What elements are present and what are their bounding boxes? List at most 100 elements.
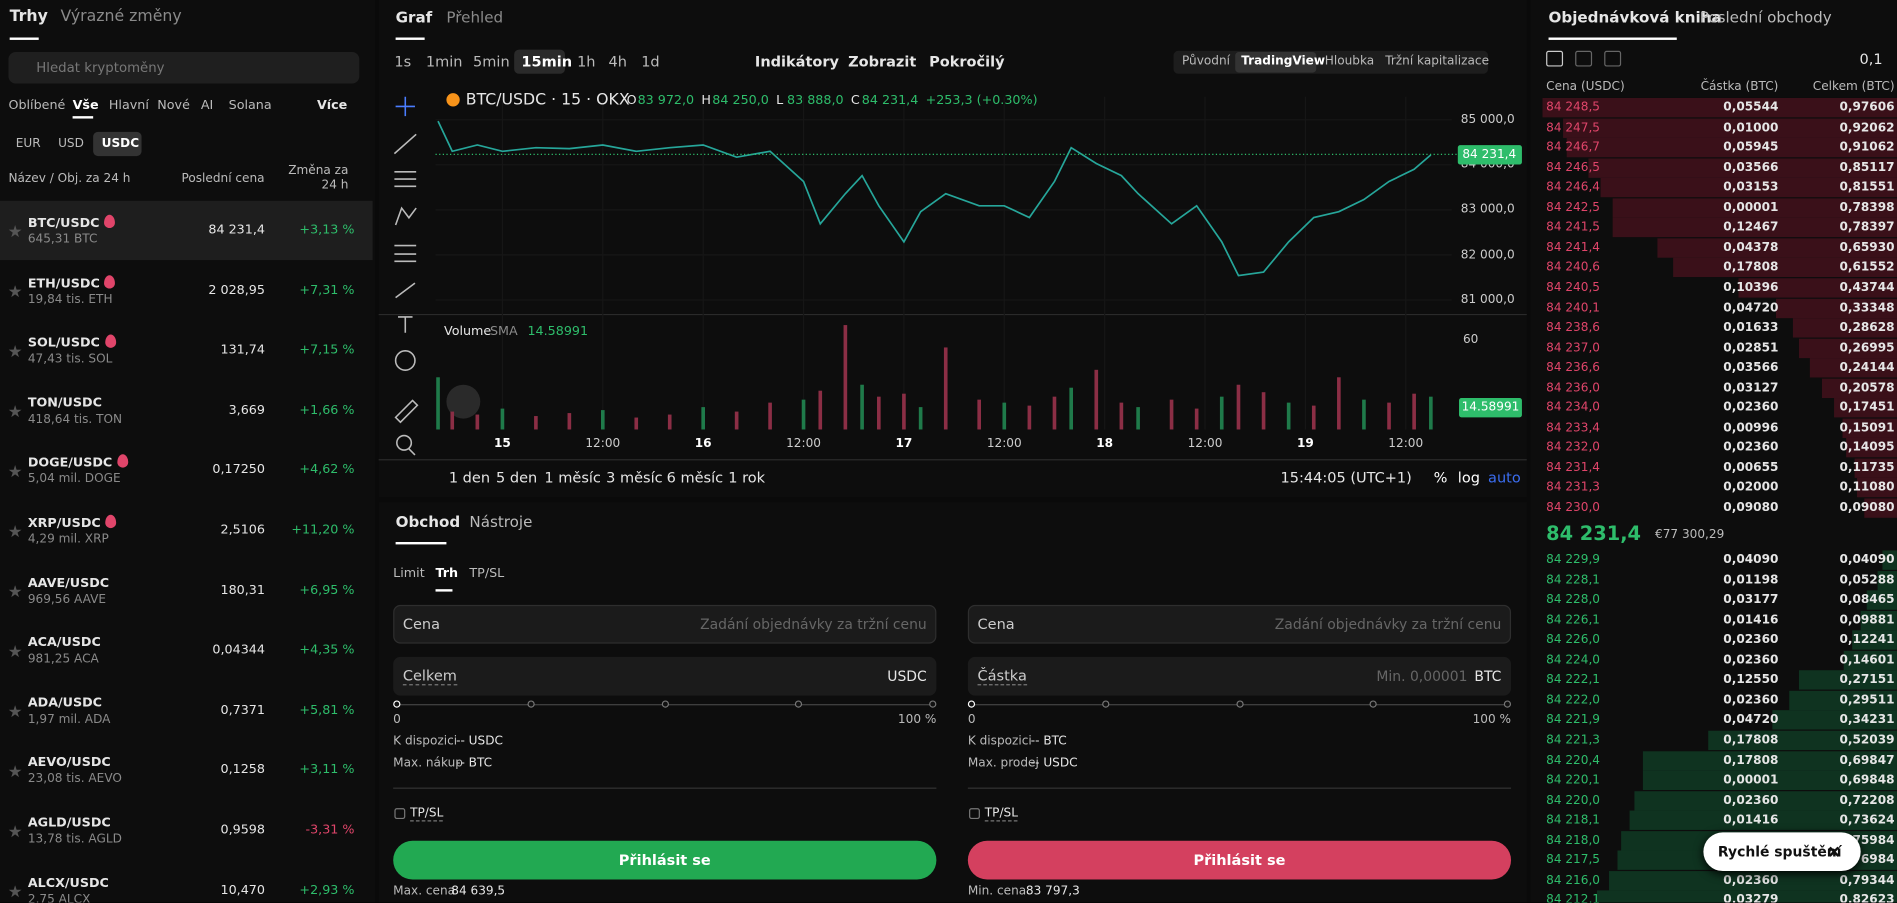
order-type[interactable]: Trh <box>435 566 459 581</box>
login-button[interactable] <box>967 840 1512 880</box>
tab[interactable]: Trhy <box>9 7 48 27</box>
depth-bar <box>1588 158 1897 178</box>
order-type[interactable]: Limit <box>393 566 425 581</box>
volume-bar <box>500 408 505 430</box>
price-input[interactable] <box>393 604 937 644</box>
pair[interactable]: ADA/USDC <box>27 695 103 710</box>
book-amount: 0,04720 <box>1723 713 1779 727</box>
pair[interactable]: XRP/USDC <box>28 514 117 530</box>
scale-option[interactable]: % <box>1433 469 1448 487</box>
filter[interactable]: AI <box>200 97 214 113</box>
interval[interactable]: 4h <box>608 53 627 71</box>
volume-bar <box>450 411 455 430</box>
more[interactable]: Více <box>316 97 348 113</box>
tab[interactable]: Přehled <box>446 7 504 27</box>
button-label[interactable]: Přihlásit se <box>618 851 711 869</box>
divider <box>393 787 937 789</box>
interval[interactable]: 1s <box>394 53 412 71</box>
pair[interactable]: AAVE/USDC <box>27 575 110 590</box>
range[interactable]: 6 měsíc <box>666 469 724 487</box>
interval[interactable]: 1min <box>425 53 463 71</box>
range[interactable]: 1 den <box>448 469 491 487</box>
pair[interactable]: ACA/USDC <box>27 635 101 650</box>
book-price: 84 218,1 <box>1546 813 1600 828</box>
slider-stop[interactable] <box>795 700 803 708</box>
tab[interactable]: Poslední obchody <box>1699 7 1832 27</box>
x-tick-label: 12:00 <box>1187 437 1223 451</box>
pair[interactable]: AEVO/USDC <box>27 755 111 770</box>
range[interactable]: 1 rok <box>728 469 766 487</box>
volume: 4,29 mil. XRP <box>27 532 109 547</box>
view[interactable]: TradingView <box>1241 55 1326 69</box>
view[interactable]: Tržní kapitalizace <box>1385 55 1490 69</box>
view[interactable]: Původní <box>1181 55 1231 69</box>
filter[interactable]: Nové <box>157 97 190 113</box>
range[interactable]: 1 měsíc <box>544 469 601 487</box>
pair[interactable]: SOL/USDC <box>28 334 116 350</box>
tab[interactable]: Nástroje <box>469 512 533 531</box>
scale-option[interactable]: log <box>1457 469 1480 487</box>
book-total: 0,34231 <box>1839 713 1895 727</box>
step[interactable]: 0,1 <box>1859 50 1883 68</box>
slider-stop[interactable] <box>1369 700 1378 708</box>
search-box[interactable] <box>8 52 360 84</box>
slider-stop[interactable] <box>1503 700 1512 708</box>
price: 10,470 <box>220 882 265 898</box>
quote[interactable]: USDC <box>101 137 140 151</box>
interval[interactable]: 5min <box>473 53 510 71</box>
book-amount: 0,00996 <box>1723 421 1779 435</box>
layout-toggle[interactable] <box>1546 50 1564 67</box>
quote[interactable]: USD <box>58 137 84 151</box>
book-amount: 0,17808 <box>1723 733 1779 747</box>
quote[interactable]: EUR <box>15 137 41 151</box>
filter[interactable]: Solana <box>228 97 272 113</box>
toolbar-button[interactable]: Zobrazit <box>848 53 917 71</box>
tab[interactable]: Výrazné změny <box>60 7 182 27</box>
pair[interactable]: DOGE/USDC <box>28 454 128 470</box>
volume-indicator: SMA <box>489 324 518 339</box>
tab[interactable]: Objednávková kniha <box>1548 7 1722 27</box>
price: 3,669 <box>228 402 265 418</box>
slider-stop[interactable] <box>1101 700 1110 708</box>
filter[interactable]: Oblíbené <box>8 97 66 113</box>
view[interactable]: Hloubka <box>1324 55 1375 69</box>
layout-toggle[interactable] <box>1575 50 1593 67</box>
interval[interactable]: 1h <box>577 53 596 71</box>
checkbox[interactable] <box>394 808 406 820</box>
slider-stop[interactable] <box>1235 700 1244 708</box>
price: 2 028,95 <box>208 282 265 298</box>
button-label[interactable]: Přihlásit se <box>1193 851 1286 869</box>
book-price: 84 240,1 <box>1546 301 1600 315</box>
pair[interactable]: BTC/USDC <box>28 214 116 230</box>
slider-max: 100 % <box>1472 713 1512 727</box>
amount-input[interactable] <box>393 656 937 696</box>
scale-option[interactable]: auto <box>1488 469 1521 487</box>
pair[interactable]: AGLD/USDC <box>27 815 111 830</box>
quick-start-label[interactable]: Rychlé spuštění <box>1717 843 1842 861</box>
login-button[interactable] <box>393 840 937 880</box>
filter[interactable]: Hlavní <box>108 97 149 113</box>
slider-stop[interactable] <box>527 700 535 708</box>
slider-stop[interactable] <box>929 700 937 708</box>
slider-stop[interactable] <box>967 700 976 708</box>
range[interactable]: 5 den <box>496 469 538 487</box>
tab[interactable]: Obchod <box>395 512 461 531</box>
drawing-tools[interactable] <box>393 96 419 456</box>
toolbar-button[interactable]: Indikátory <box>754 53 840 71</box>
slider-stop[interactable] <box>661 700 669 708</box>
pair[interactable]: ETH/USDC <box>28 274 116 290</box>
pair[interactable]: TON/USDC <box>27 395 102 410</box>
price-input[interactable] <box>967 604 1512 644</box>
interval[interactable]: 1d <box>641 53 660 71</box>
pair[interactable]: ALCX/USDC <box>27 875 109 890</box>
tab[interactable]: Graf <box>395 7 433 27</box>
toolbar-button[interactable]: Pokročilý <box>929 53 1005 71</box>
range[interactable]: 3 měsíc <box>606 469 663 487</box>
layout-toggle[interactable] <box>1604 50 1622 67</box>
checkbox[interactable] <box>969 808 980 820</box>
slider-stop[interactable] <box>393 700 401 708</box>
interval[interactable]: 15min <box>521 53 573 71</box>
amount-input[interactable] <box>967 656 1512 696</box>
filter[interactable]: Vše <box>72 97 99 113</box>
order-type[interactable]: TP/SL <box>469 566 505 581</box>
